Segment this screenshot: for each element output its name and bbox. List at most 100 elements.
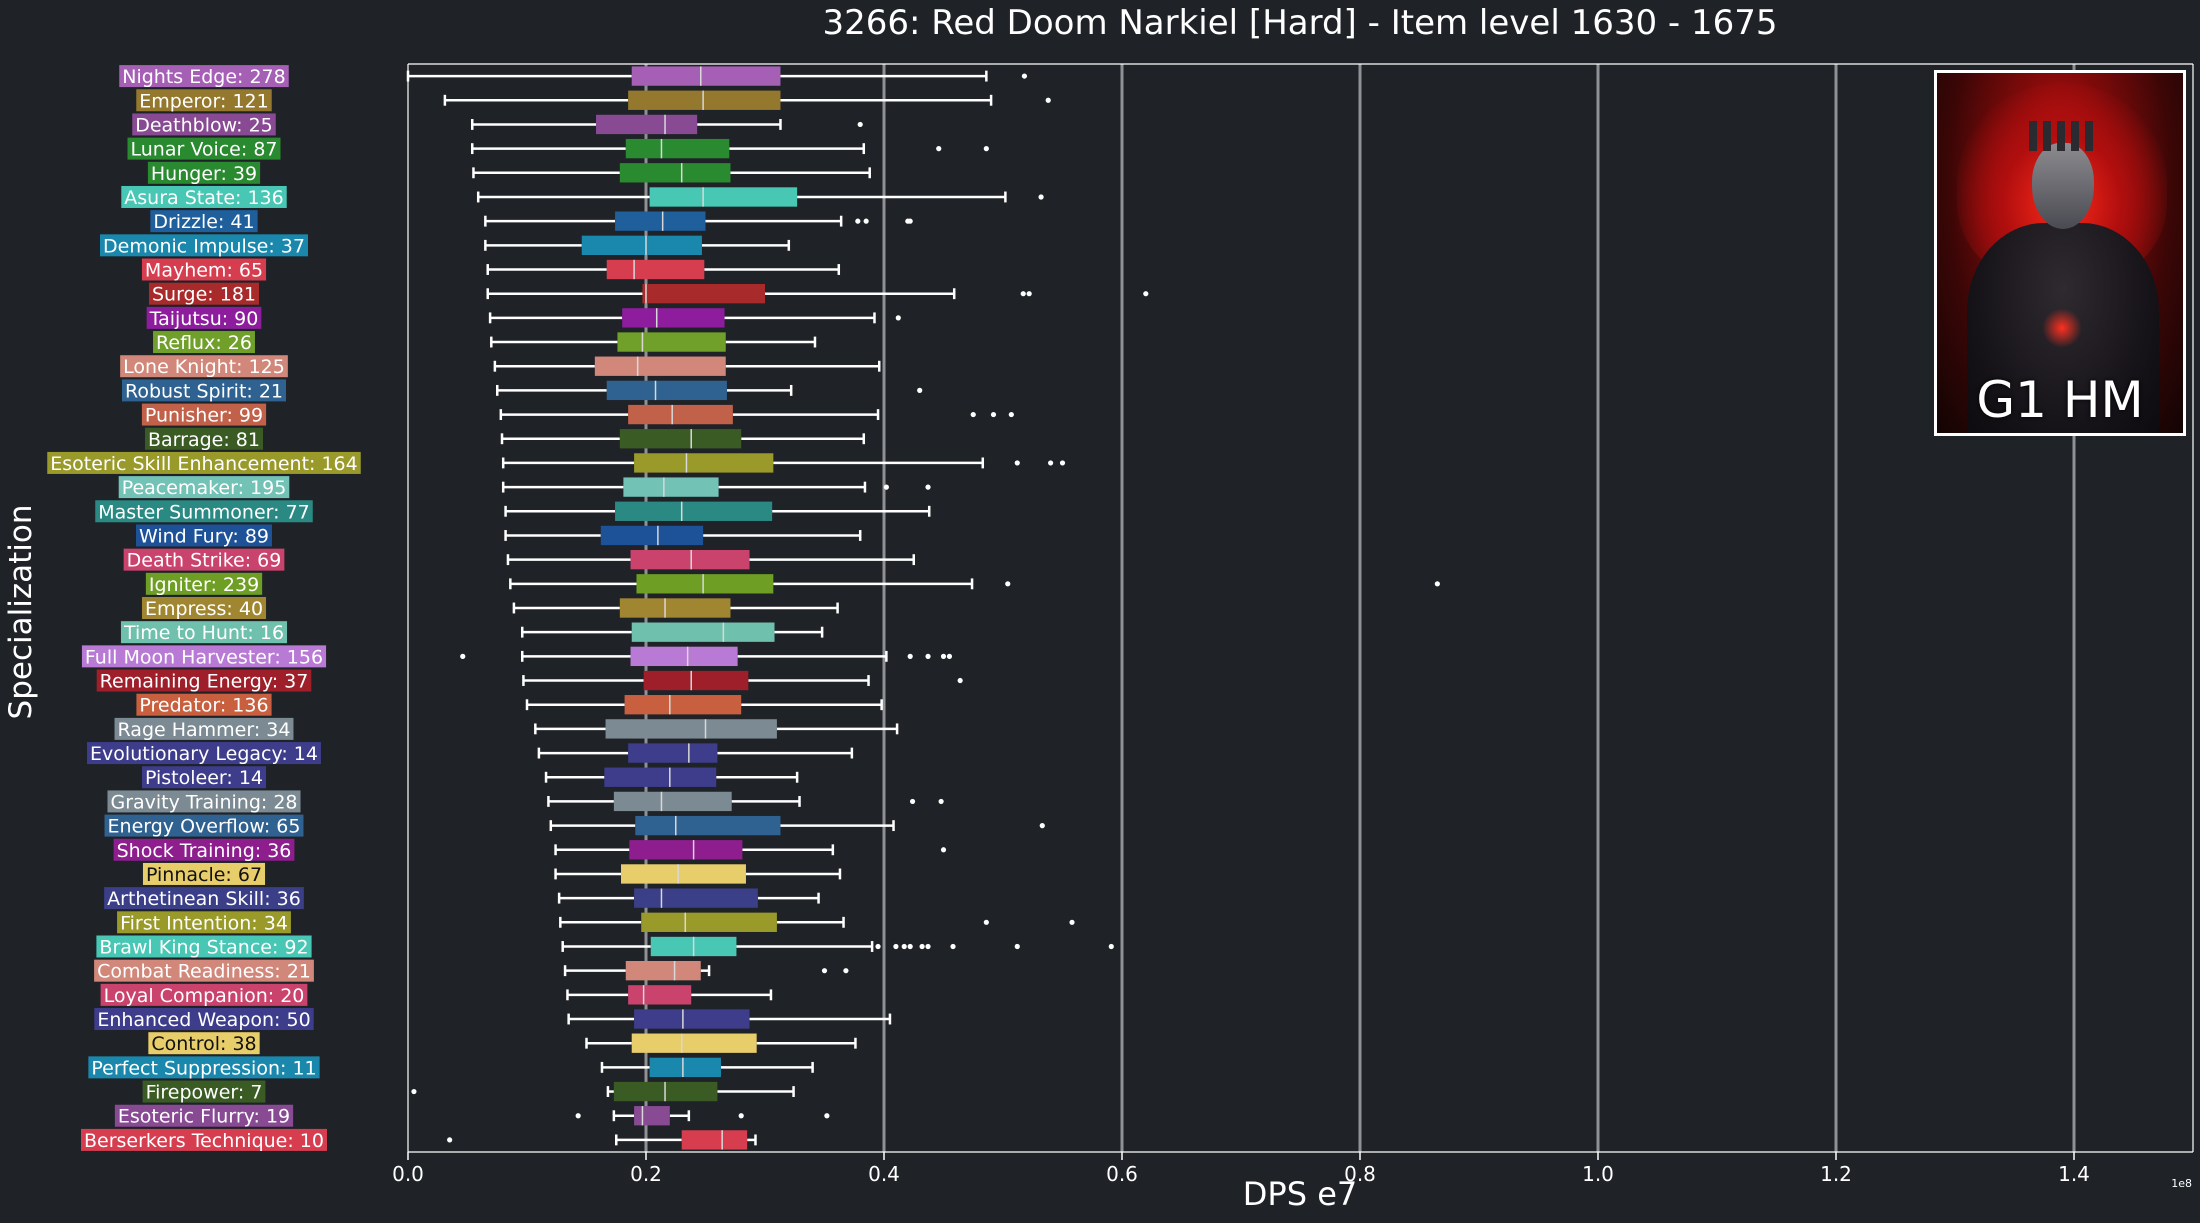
portrait-glow-shape [2042,308,2082,348]
category-label-16: Esoteric Skill Enhancement: 164 [50,453,358,475]
outlier-35-1 [1069,919,1075,925]
category-label-bg-42 [142,1080,266,1103]
grid-lines [644,64,2076,1152]
category-label-5: Asura State: 136 [124,187,283,209]
x-axis-label: DPS e7 [1243,1175,1357,1213]
category-label-group-33: Pinnacle: 67 [142,862,266,886]
category-label-11: Reflux: 26 [156,332,252,354]
box-body-44 [681,1130,748,1150]
category-label-group-1: Emperor: 121 [136,89,272,112]
category-label-bg-0 [119,65,289,88]
portrait-face-shape [2032,143,2094,229]
outlier-36-1 [893,943,899,950]
x-tick-label-2: 0.4 [868,1162,900,1186]
box-body-17 [623,477,719,497]
outlier-36-6 [950,943,956,950]
x-tick-label-0: 0.0 [392,1162,424,1186]
box-42 [411,1081,795,1102]
x-tick-label-3: 0.6 [1106,1162,1138,1186]
outlier-16-0 [1014,460,1020,466]
category-label-group-3: Lunar Voice: 87 [127,137,281,161]
outlier-32-0 [940,847,947,853]
outlier-24-2 [925,653,931,659]
category-label-1: Emperor: 121 [139,90,268,112]
category-label-group-15: Barrage: 81 [145,427,263,451]
box-body-33 [621,864,746,884]
category-label-bg-21 [145,572,263,595]
outlier-9-1 [1026,291,1032,297]
category-label-39: Enhanced Weapon: 50 [97,1009,310,1031]
category-label-group-29: Pistoleer: 14 [141,766,267,789]
box-31 [549,815,1045,836]
category-label-group-34: Arthetinean Skill: 36 [104,887,304,910]
category-label-bg-19 [135,524,273,547]
category-label-30: Gravity Training: 28 [110,791,297,813]
category-label-4: Hunger: 39 [151,163,257,185]
box-37 [563,960,849,981]
outlier-37-0 [821,968,828,974]
category-label-24: Full Moon Harvester: 156 [85,646,323,668]
category-label-group-37: Combat Readiness: 21 [94,959,314,983]
outlier-21-0 [1005,581,1011,587]
category-label-group-23: Time to Hunt: 16 [120,621,288,644]
box-body-9 [642,284,765,304]
outlier-17-1 [925,484,931,490]
category-label-group-41: Perfect Suppression: 11 [88,1056,320,1079]
category-label-group-0: Nights Edge: 278 [119,65,289,88]
outlier-3-1 [983,146,989,152]
outlier-30-0 [909,798,916,805]
category-label-group-19: Wind Fury: 89 [135,524,273,547]
outlier-9-0 [1020,291,1026,297]
category-label-group-17: Peacemaker: 195 [118,476,290,499]
category-label-bg-9 [148,282,260,305]
box-body-14 [628,404,733,425]
category-label-group-38: Loyal Companion: 20 [100,983,308,1007]
box-11 [490,332,817,352]
category-label-group-5: Asura State: 136 [121,185,287,209]
outlier-10-0 [895,315,901,321]
box-25 [522,670,963,691]
outlier-36-5 [925,943,931,950]
category-label-group-40: Control: 38 [148,1032,260,1055]
category-label-20: Death Strike: 69 [127,550,282,572]
box-24 [460,646,953,667]
category-label-12: Lone Knight: 125 [123,356,285,378]
outlier-36-8 [1108,943,1114,950]
category-label-bg-18 [95,500,313,523]
box-body-6 [615,211,706,231]
category-label-35: First Intention: 34 [120,912,288,934]
box-43 [575,1106,830,1126]
category-label-bg-10 [146,306,262,329]
category-label-bg-44 [81,1128,327,1151]
category-label-bg-6 [150,210,258,233]
category-label-bg-28 [87,742,321,765]
category-label-group-7: Demonic Impulse: 37 [100,234,308,257]
category-label-31: Energy Overflow: 65 [108,816,301,838]
category-label-bg-35 [117,911,291,934]
box-body-31 [635,815,781,836]
category-label-bg-33 [142,862,266,885]
category-label-bg-17 [118,476,290,499]
box-body-27 [605,719,777,739]
box-22 [512,598,839,618]
box-16 [501,453,1066,473]
box-body-39 [634,1009,750,1029]
category-label-group-10: Taijutsu: 90 [146,306,262,330]
box-body-12 [594,356,726,376]
category-label-15: Barrage: 81 [148,429,260,451]
category-label-bg-16 [47,451,361,474]
box-12 [493,356,881,376]
boss-portrait-image: G1 HM [1934,70,2186,436]
category-label-bg-38 [100,983,308,1006]
box-23 [520,622,824,642]
category-label-group-11: Reflux: 26 [153,331,255,354]
x-axis-offset-label: 1e8 [2171,1177,2192,1190]
category-label-group-13: Robust Spirit: 21 [121,379,287,402]
box-body-34 [634,888,758,908]
category-label-2: Deathblow: 25 [135,114,273,136]
category-label-group-28: Evolutionary Legacy: 14 [87,742,321,765]
category-label-group-32: Shock Training: 36 [113,838,295,862]
box-body-15 [619,429,742,449]
